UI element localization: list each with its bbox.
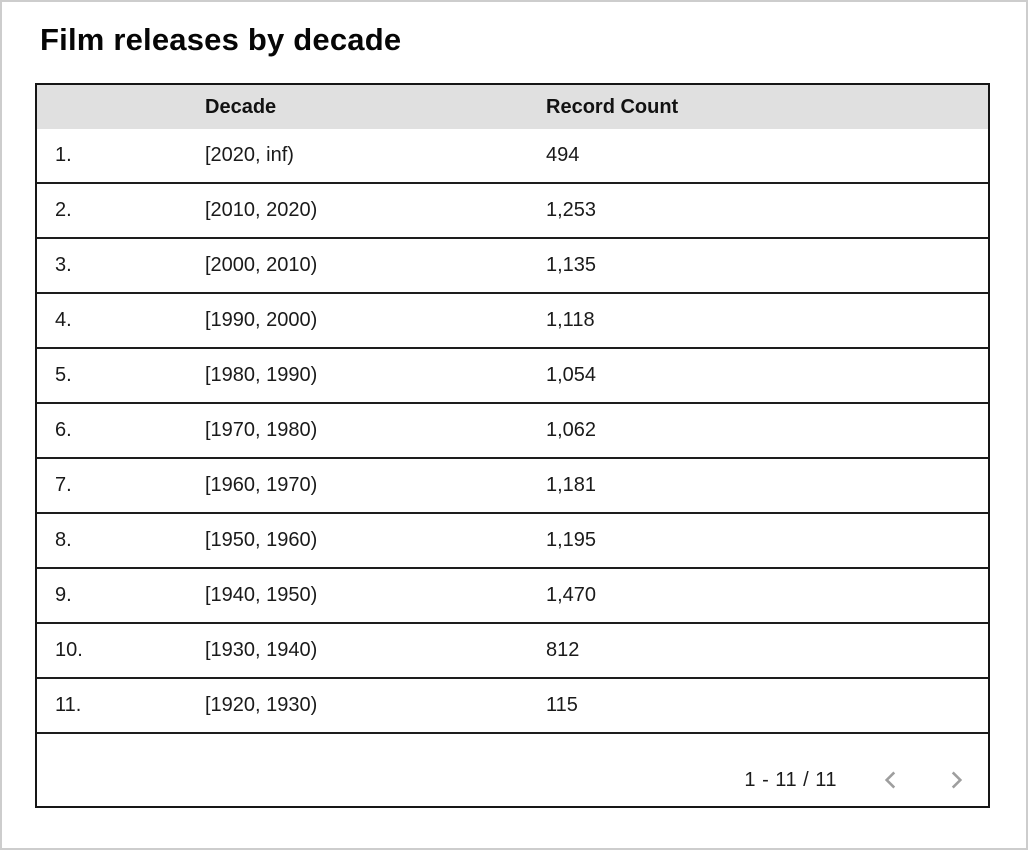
row-index-cell: 2. — [55, 199, 72, 221]
record-count-cell: 494 — [546, 144, 580, 166]
table-header-row: Decade Record Count — [37, 85, 988, 129]
table-row[interactable]: 9. [1940, 1950) 1,470 — [37, 569, 988, 624]
record-count-cell: 1,195 — [546, 529, 597, 551]
table-widget: Decade Record Count 1. [2020, inf) 494 2… — [35, 83, 990, 808]
decade-cell: [1940, 1950) — [205, 584, 318, 606]
table-body: 1. [2020, inf) 494 2. [2010, 2020) 1,253… — [37, 129, 988, 734]
decade-cell: [1920, 1930) — [205, 694, 318, 716]
table-row[interactable]: 3. [2000, 2010) 1,135 — [37, 239, 988, 294]
record-count-cell: 1,470 — [546, 584, 597, 606]
header-decade-cell[interactable]: Decade — [205, 95, 277, 118]
record-count-cell: 1,253 — [546, 199, 597, 221]
row-index-cell: 9. — [55, 584, 72, 606]
row-index-cell: 7. — [55, 474, 72, 496]
row-index-cell: 3. — [55, 254, 72, 276]
row-index-cell: 11. — [55, 694, 82, 716]
decade-cell: [2000, 2010) — [205, 254, 318, 276]
table-row[interactable]: 5. [1980, 1990) 1,054 — [37, 349, 988, 404]
decade-cell: [1980, 1990) — [205, 364, 318, 386]
decade-cell: [1960, 1970) — [205, 474, 318, 496]
pagination: 1 - 11 / 11 — [744, 760, 976, 800]
chevron-right-icon — [943, 767, 969, 793]
decade-cell: [2010, 2020) — [205, 199, 318, 221]
pagination-range-label: 1 - 11 / 11 — [744, 768, 837, 791]
chart-title: Film releases by decade — [40, 22, 402, 57]
row-index-cell: 1. — [55, 144, 72, 166]
table-row[interactable]: 6. [1970, 1980) 1,062 — [37, 404, 988, 459]
record-count-cell: 1,181 — [546, 474, 597, 496]
table-row[interactable]: 10. [1930, 1940) 812 — [37, 624, 988, 679]
row-index-cell: 4. — [55, 309, 72, 331]
record-count-cell: 1,062 — [546, 419, 597, 441]
decade-cell: [2020, inf) — [205, 144, 294, 166]
table-row[interactable]: 7. [1960, 1970) 1,181 — [37, 459, 988, 514]
record-count-cell: 115 — [546, 694, 578, 716]
decade-cell: [1970, 1980) — [205, 419, 318, 441]
next-page-button[interactable] — [936, 760, 976, 800]
record-count-cell: 1,054 — [546, 364, 597, 386]
table-row[interactable]: 2. [2010, 2020) 1,253 — [37, 184, 988, 239]
record-count-cell: 1,118 — [546, 309, 595, 331]
record-count-cell: 812 — [546, 639, 580, 661]
row-index-cell: 5. — [55, 364, 72, 386]
table-row[interactable]: 11. [1920, 1930) 115 — [37, 679, 988, 734]
row-index-cell: 6. — [55, 419, 72, 441]
table-footer: 1 - 11 / 11 — [37, 734, 988, 806]
row-index-cell: 10. — [55, 639, 83, 661]
prev-page-button[interactable] — [871, 760, 911, 800]
decade-cell: [1990, 2000) — [205, 309, 318, 331]
record-count-cell: 1,135 — [546, 254, 597, 276]
table-row[interactable]: 8. [1950, 1960) 1,195 — [37, 514, 988, 569]
chevron-left-icon — [878, 767, 904, 793]
table-row[interactable]: 4. [1990, 2000) 1,118 — [37, 294, 988, 349]
table-row[interactable]: 1. [2020, inf) 494 — [37, 129, 988, 184]
header-record-count-cell[interactable]: Record Count — [546, 95, 679, 118]
decade-cell: [1930, 1940) — [205, 639, 318, 661]
decade-cell: [1950, 1960) — [205, 529, 318, 551]
row-index-cell: 8. — [55, 529, 72, 551]
